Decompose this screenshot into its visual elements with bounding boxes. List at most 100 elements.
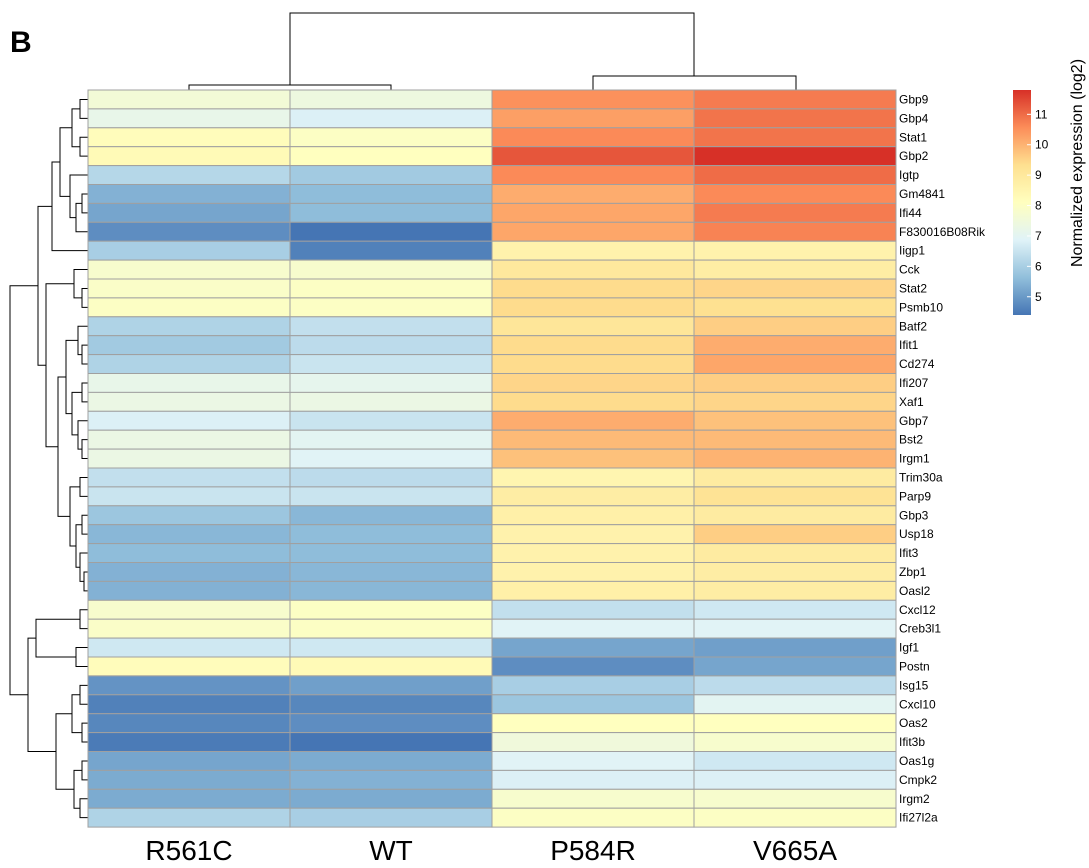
heatmap-cell xyxy=(491,656,695,677)
panel-label: B xyxy=(10,26,32,59)
dendrogram-branch xyxy=(77,325,88,356)
heatmap-cell xyxy=(693,335,897,356)
heatmap-cell xyxy=(693,486,897,507)
heatmap-cell xyxy=(491,165,695,186)
heatmap-cell xyxy=(693,429,897,450)
heatmap-cell xyxy=(491,240,695,261)
heatmap-cell xyxy=(491,354,695,375)
heatmap-cell xyxy=(87,259,291,280)
heatmap-cell xyxy=(491,373,695,393)
heatmap-cell xyxy=(289,467,493,488)
heatmap-cell xyxy=(87,562,291,582)
heatmap-cell xyxy=(491,599,695,620)
heatmap-cell xyxy=(491,448,695,469)
dendrogram-branch xyxy=(9,285,38,696)
heatmap-cells xyxy=(87,89,897,828)
column-dendrogram xyxy=(188,12,797,90)
row-label: Gm4841 xyxy=(899,187,945,201)
heatmap-cell xyxy=(491,580,695,601)
dendrogram-branch xyxy=(79,798,88,819)
row-label: Oas1g xyxy=(899,754,934,768)
heatmap-cell xyxy=(693,259,897,280)
heatmap-cell xyxy=(491,637,695,658)
heatmap-cell xyxy=(289,335,493,356)
dendrogram-branch xyxy=(73,269,88,299)
heatmap-cell xyxy=(491,618,695,639)
row-label: Batf2 xyxy=(899,319,927,333)
heatmap-cell xyxy=(289,221,493,242)
heatmap-cell xyxy=(87,335,291,356)
dendrogram-branch xyxy=(81,760,88,781)
heatmap-cell xyxy=(87,391,291,412)
heatmap-cell xyxy=(289,732,493,752)
heatmap-cell xyxy=(491,505,695,526)
dendrogram-branch xyxy=(81,439,88,460)
heatmap-cell xyxy=(491,769,695,790)
heatmap-cell xyxy=(289,751,493,771)
heatmap-cell xyxy=(693,391,897,412)
heatmap-cell xyxy=(491,89,695,110)
row-label: Postn xyxy=(899,659,930,673)
legend-tick-label: 6 xyxy=(1035,259,1042,273)
heatmap-cell xyxy=(289,202,493,223)
heatmap-cell xyxy=(491,410,695,431)
row-label: Usp18 xyxy=(899,527,934,541)
heatmap-cell xyxy=(87,448,291,469)
heatmap-cell xyxy=(289,618,493,639)
heatmap-cell xyxy=(491,788,695,809)
column-label: V665A xyxy=(753,835,837,866)
row-label: Creb3l1 xyxy=(899,622,941,636)
legend-tick-label: 9 xyxy=(1035,168,1042,182)
heatmap-cell xyxy=(693,278,897,299)
row-label: Oas2 xyxy=(899,716,928,730)
heatmap-cell xyxy=(289,675,493,696)
dendrogram-branch xyxy=(75,647,88,667)
heatmap-cell xyxy=(87,486,291,507)
heatmap-cell xyxy=(491,108,695,129)
row-label: Cck xyxy=(899,263,921,277)
heatmap-cell xyxy=(289,373,493,393)
heatmap-cell xyxy=(491,486,695,507)
heatmap-cell xyxy=(87,524,291,545)
heatmap-cell xyxy=(491,297,695,318)
row-label: Ifit3b xyxy=(899,735,925,749)
heatmap-cell xyxy=(87,240,291,261)
heatmap-cell xyxy=(693,184,897,204)
heatmap-cell xyxy=(87,656,291,677)
row-label: Igtp xyxy=(899,168,919,182)
heatmap-cell xyxy=(87,202,291,223)
dendrogram-branch xyxy=(79,609,88,630)
heatmap-cell xyxy=(491,694,695,715)
heatmap-cell xyxy=(289,184,493,204)
heatmap-cell xyxy=(693,694,897,715)
heatmap-cell xyxy=(289,807,493,828)
heatmap-cell xyxy=(289,354,493,375)
row-label: Stat2 xyxy=(899,281,927,295)
heatmap-cell xyxy=(87,108,291,129)
heatmap-cell xyxy=(491,675,695,696)
row-label: Igf1 xyxy=(899,641,919,655)
row-label: Trim30a xyxy=(899,470,943,484)
heatmap-cell xyxy=(693,543,897,563)
heatmap-cell xyxy=(289,599,493,620)
heatmap-cell xyxy=(491,524,695,545)
heatmap-cell xyxy=(693,732,897,752)
row-label: Cxcl10 xyxy=(899,697,936,711)
heatmap-cell xyxy=(87,354,291,375)
heatmap-cell xyxy=(289,486,493,507)
legend-tick-label: 11 xyxy=(1035,107,1048,121)
heatmap-cell xyxy=(289,788,493,809)
heatmap-cell xyxy=(491,146,695,167)
heatmap-cell xyxy=(87,599,291,620)
heatmap-cell xyxy=(693,202,897,223)
dendrogram-branch xyxy=(81,193,88,214)
heatmap-cell xyxy=(289,524,493,545)
heatmap-cell xyxy=(693,751,897,771)
dendrogram-branch xyxy=(55,713,74,790)
heatmap-cell xyxy=(87,146,291,167)
column-label: WT xyxy=(369,835,413,866)
heatmap-cell xyxy=(87,618,291,639)
heatmap-cell xyxy=(693,89,897,110)
heatmap-cell xyxy=(693,675,897,696)
dendrogram-branch xyxy=(81,722,88,743)
